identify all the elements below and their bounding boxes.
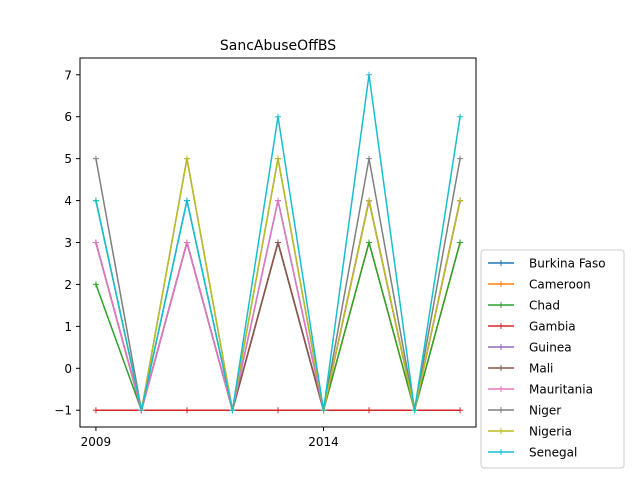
- y-axis: −1 0 1 2 3 4 5 6 7: [54, 68, 80, 418]
- legend-label-4: Guinea: [529, 341, 572, 355]
- y-tick-label: 5: [64, 152, 72, 166]
- legend-label-9: Senegal: [529, 446, 577, 460]
- legend-label-5: Mali: [529, 362, 553, 376]
- series-point-2-8: [457, 239, 464, 246]
- y-tick-label: 2: [64, 278, 72, 292]
- series-point-2-6: [366, 239, 373, 246]
- series-point-9-0: [92, 197, 99, 204]
- legend-label-6: Mauritania: [529, 383, 593, 397]
- series-point-3-0: [92, 407, 99, 414]
- series-point-7-0: [92, 155, 99, 162]
- series-point-7-6: [366, 155, 373, 162]
- series-point-9-1: [138, 407, 145, 414]
- legend-label-7: Niger: [529, 404, 561, 418]
- series-point-9-4: [275, 113, 281, 120]
- y-tick-label: 3: [64, 236, 72, 250]
- series-point-9-7: [411, 407, 418, 414]
- legend-marker-3: [498, 323, 504, 329]
- series-point-2-0: [92, 281, 99, 288]
- legend-box: [480, 249, 625, 469]
- x-tick-label: 2009: [81, 435, 112, 449]
- y-tick-label: 0: [64, 362, 72, 376]
- series-point-6-0: [92, 239, 99, 246]
- legend-marker-7: [498, 407, 504, 413]
- series-point-3-4: [275, 407, 281, 414]
- legend-marker-8: [498, 428, 504, 434]
- x-tick-label: 2014: [308, 435, 339, 449]
- legend-marker-0: [498, 260, 504, 266]
- series-point-3-8: [457, 407, 464, 414]
- legend-marker-5: [498, 365, 504, 371]
- series-point-8-6: [366, 197, 373, 204]
- series-point-7-8: [457, 155, 464, 162]
- series-point-8-4: [275, 155, 281, 162]
- series-point-3-2: [183, 407, 190, 414]
- legend-label-8: Nigeria: [529, 425, 572, 439]
- legend-marker-9: [498, 449, 504, 455]
- series-point-9-6: [366, 71, 373, 78]
- y-tick-label: 1: [64, 320, 72, 334]
- legend-label-3: Gambia: [529, 320, 576, 334]
- chart-title: SancAbuseOffBS: [220, 38, 336, 54]
- series-point-8-2: [183, 155, 190, 162]
- series-point-9-2: [183, 197, 190, 204]
- series-point-5-4: [275, 239, 281, 246]
- y-tick-label: 6: [64, 110, 72, 124]
- series-point-9-8: [457, 113, 464, 120]
- legend-marker-2: [498, 302, 504, 308]
- legend-marker-6: [498, 386, 504, 392]
- y-tick-label: 7: [64, 68, 72, 82]
- y-tick-label: −1: [54, 404, 72, 418]
- series-point-3-6: [366, 407, 373, 414]
- x-axis: 2009 2014: [81, 427, 339, 449]
- y-tick-label: 4: [64, 194, 72, 208]
- legend-label-1: Cameroon: [529, 278, 591, 292]
- legend-label-2: Chad: [529, 299, 560, 313]
- series-point-9-3: [229, 407, 236, 414]
- legend-label-0: Burkina Faso: [529, 257, 606, 271]
- plot-markers: [92, 71, 464, 414]
- series-point-8-8: [457, 197, 464, 204]
- series-point-9-5: [320, 407, 327, 414]
- series-point-6-4: [275, 197, 281, 204]
- legend-marker-1: [498, 281, 504, 287]
- legend: Burkina Faso Cameroon Chad Gambia Guinea Mali…: [480, 249, 625, 469]
- legend-marker-4: [498, 344, 504, 350]
- series-point-6-2: [183, 239, 190, 246]
